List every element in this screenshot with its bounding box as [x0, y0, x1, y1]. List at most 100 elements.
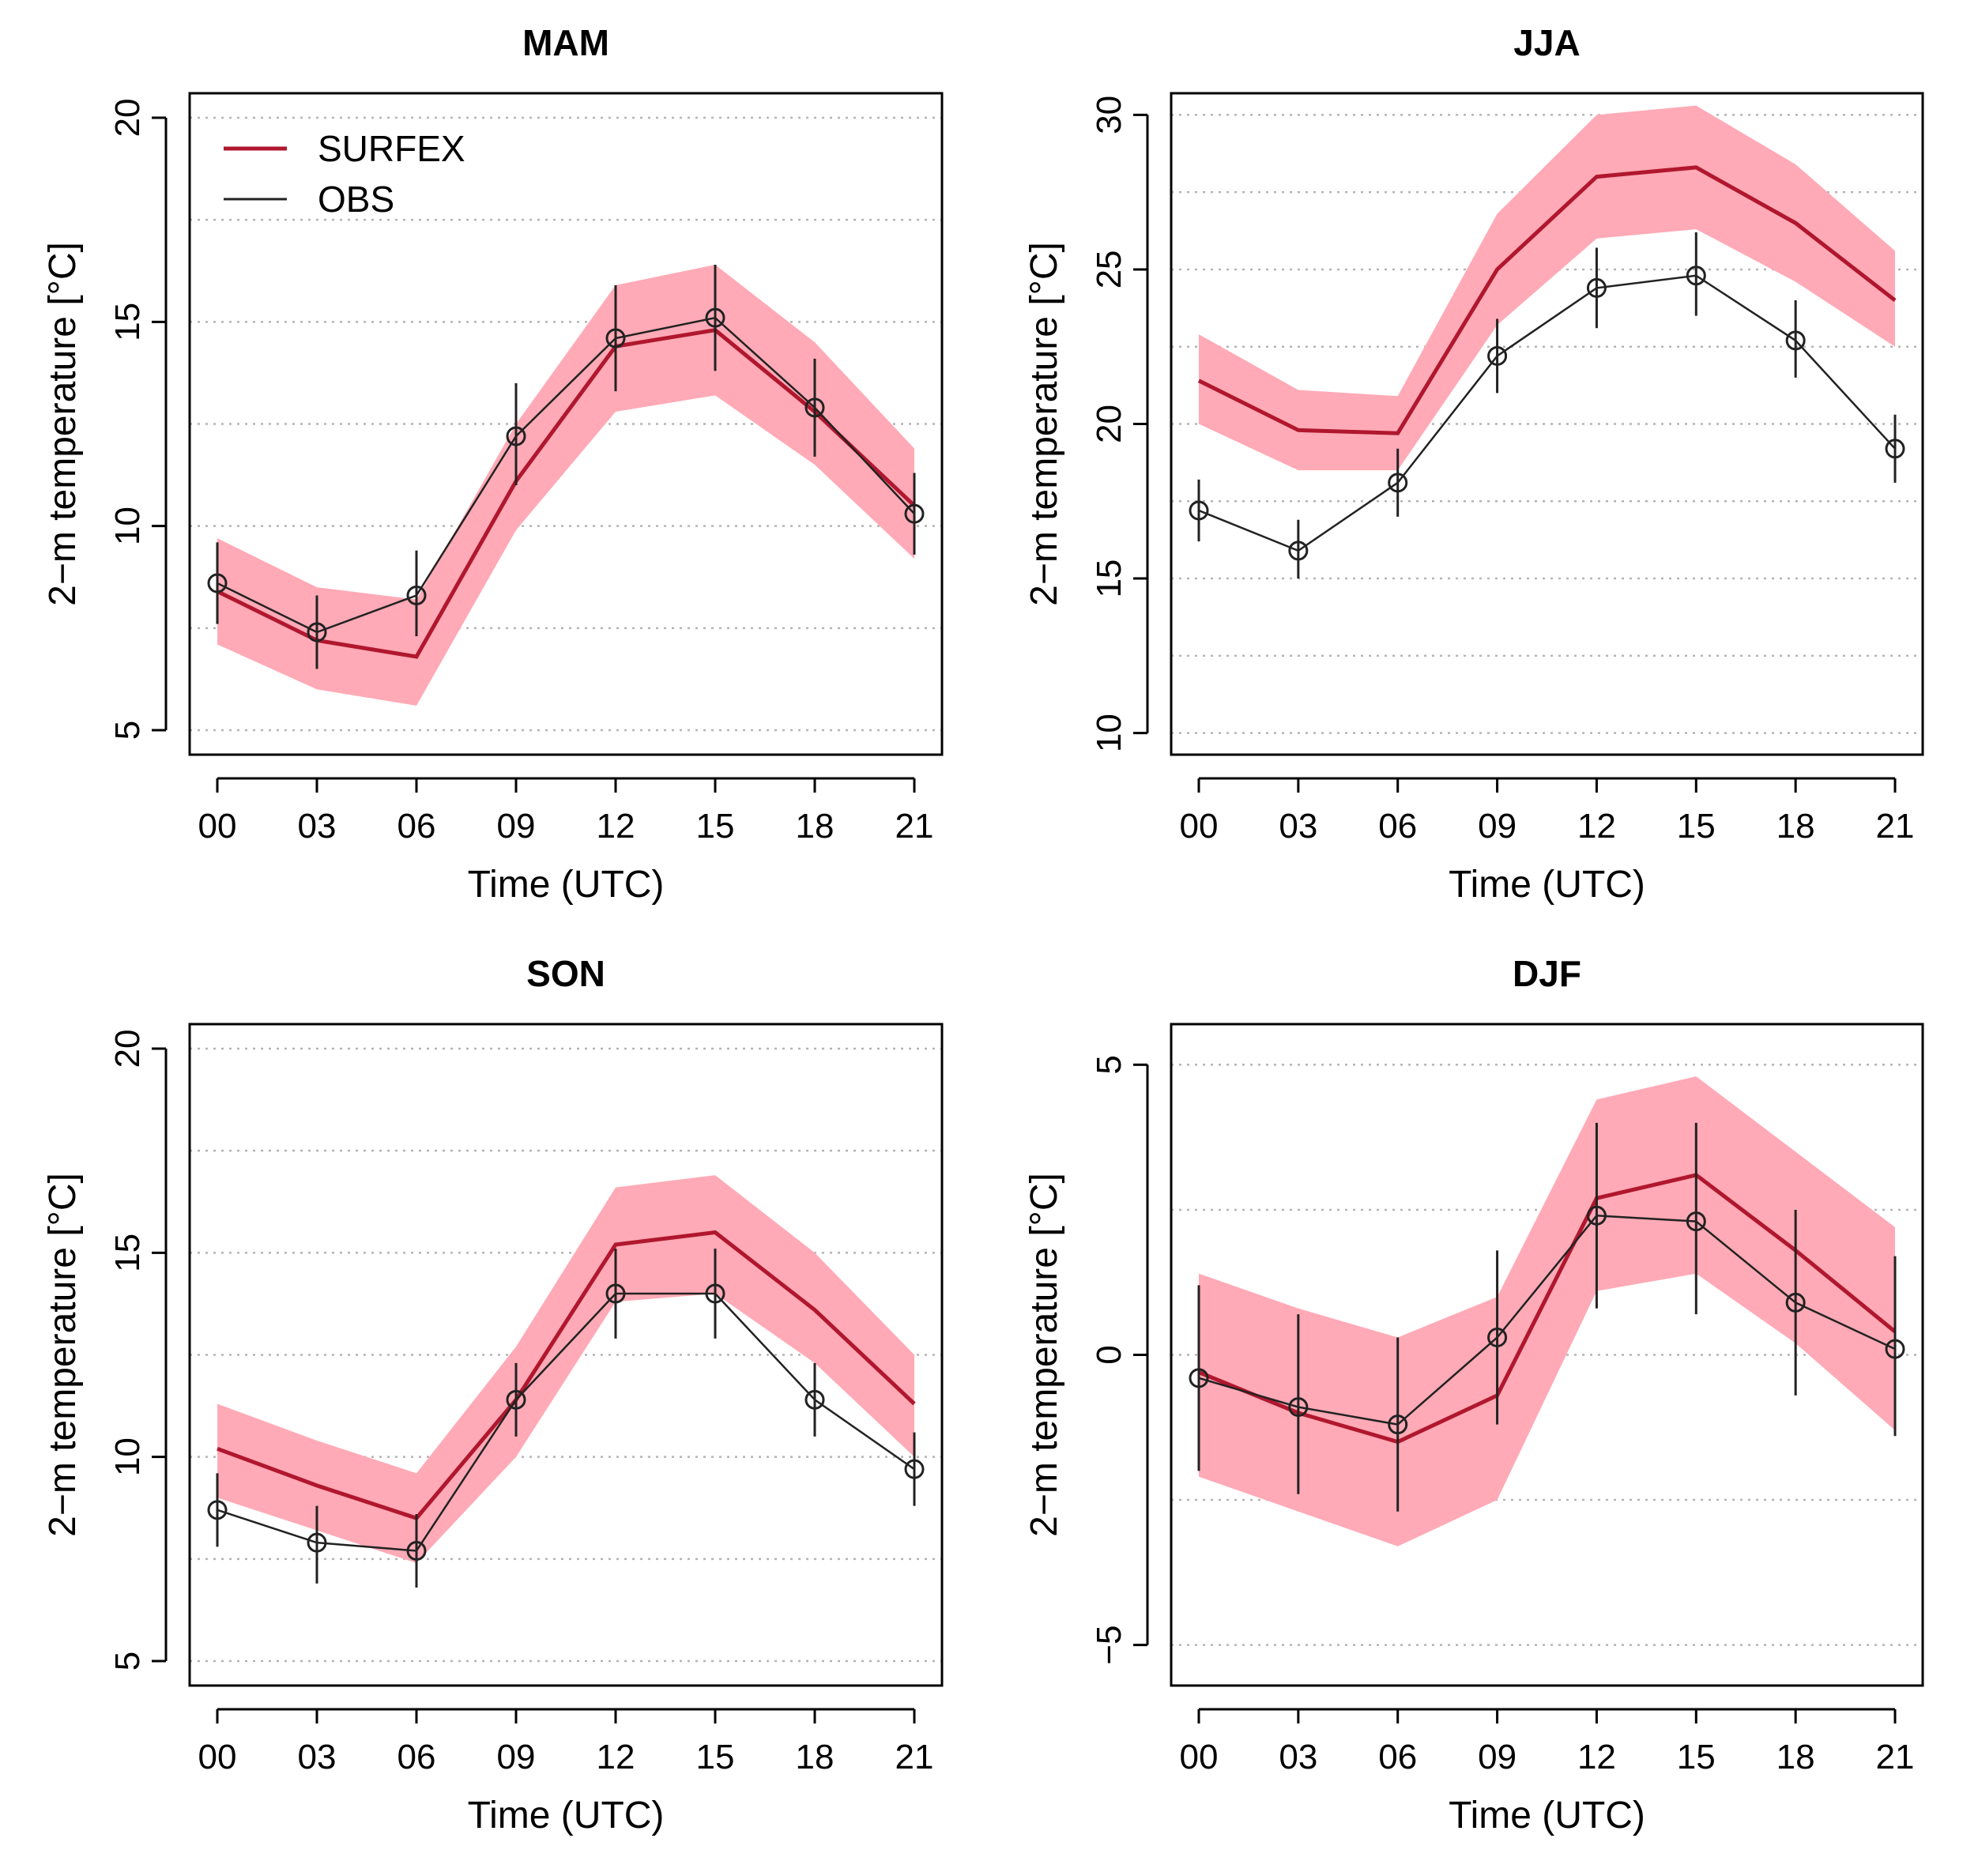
- obs-point: [207, 573, 228, 593]
- x-tick-label: 12: [597, 1738, 635, 1776]
- obs-line: [217, 1292, 915, 1552]
- obs-point: [1885, 1339, 1905, 1359]
- x-tick-label: 00: [198, 807, 237, 846]
- x-axis-label: Time (UTC): [468, 864, 665, 906]
- obs-line: [1198, 1215, 1896, 1426]
- plot-frame: [1170, 92, 1924, 756]
- obs-point: [406, 1541, 427, 1561]
- obs-point: [705, 307, 725, 328]
- obs-point: [1288, 1397, 1309, 1418]
- x-tick-label: 15: [1677, 1738, 1716, 1776]
- y-tick-label: 30: [1090, 96, 1128, 134]
- obs-point: [1189, 1368, 1209, 1388]
- x-tick-label: 09: [1478, 1738, 1517, 1776]
- y-tick-label: 10: [108, 1437, 147, 1476]
- obs-point: [1189, 500, 1209, 521]
- y-tick-label: 5: [108, 721, 147, 740]
- y-axis-label: 2−m temperature [°C]: [1023, 242, 1065, 606]
- y-tick-label: −5: [1090, 1625, 1128, 1665]
- x-tick-label: 03: [298, 807, 337, 846]
- y-axis-label: 2−m temperature [°C]: [1023, 1173, 1065, 1537]
- y-tick-label: 10: [108, 507, 147, 545]
- plot-frame: [188, 1023, 944, 1687]
- x-tick-label: 12: [1577, 807, 1616, 846]
- obs-point: [904, 503, 925, 524]
- obs-point: [307, 1532, 327, 1553]
- obs-point: [1686, 1211, 1706, 1232]
- y-axis-label: 2−m temperature [°C]: [42, 242, 84, 606]
- y-tick-label: 5: [108, 1652, 147, 1671]
- x-tick-label: 03: [1279, 1738, 1317, 1776]
- x-tick-label: 09: [497, 1738, 536, 1776]
- y-tick-label: 20: [108, 1030, 147, 1068]
- obs-point: [506, 1389, 526, 1410]
- y-tick-label: 15: [108, 1234, 147, 1272]
- surfex-band: [217, 1175, 914, 1563]
- y-axis-label: 2−m temperature [°C]: [42, 1173, 84, 1537]
- x-tick-label: 18: [1776, 807, 1815, 846]
- obs-point: [1785, 330, 1806, 351]
- surfex-band: [1199, 1076, 1895, 1546]
- x-axis-label: Time (UTC): [468, 1795, 665, 1836]
- obs-point: [804, 397, 825, 418]
- x-tick-label: 15: [696, 1738, 735, 1776]
- obs-point: [1487, 345, 1508, 366]
- obs-point: [1586, 277, 1607, 298]
- x-tick-label: 00: [1180, 807, 1219, 846]
- surfex-line: [216, 328, 916, 659]
- y-tick-label: 20: [108, 99, 147, 137]
- obs-point: [804, 1389, 825, 1410]
- x-tick-label: 03: [1279, 807, 1317, 846]
- x-tick-label: 18: [796, 1738, 835, 1776]
- obs-point: [1288, 541, 1309, 561]
- plot-frame: [1170, 1023, 1924, 1687]
- x-tick-label: 21: [1876, 1738, 1915, 1776]
- obs-point: [605, 328, 626, 348]
- obs-point: [1388, 1415, 1408, 1435]
- chart-title: SON: [526, 953, 605, 994]
- obs-point: [904, 1459, 925, 1479]
- obs-point: [207, 1500, 228, 1520]
- panel-mam: MAM 5 10 15 20 00 03 06 09 12 15 18 21 Time (UTC) 2−m …: [42, 22, 944, 906]
- x-tick-label: 00: [198, 1738, 237, 1776]
- plot-frame: [188, 92, 944, 756]
- surfex-line: [1197, 165, 1897, 435]
- x-tick-label: 00: [1180, 1738, 1219, 1776]
- legend-label-surfex: SURFEX: [318, 128, 465, 169]
- obs-line: [217, 316, 915, 634]
- obs-point: [1686, 266, 1706, 286]
- x-tick-label: 12: [597, 807, 635, 846]
- chart-title: JJA: [1513, 22, 1580, 63]
- x-tick-label: 06: [397, 1738, 436, 1776]
- obs-point: [605, 1283, 626, 1304]
- x-tick-label: 15: [696, 807, 735, 846]
- y-tick-label: 15: [108, 303, 147, 341]
- obs-point: [1586, 1205, 1607, 1226]
- x-tick-label: 21: [895, 807, 934, 846]
- surfex-band: [1199, 105, 1895, 471]
- obs-point: [406, 586, 427, 605]
- surfex-band: [217, 265, 914, 706]
- x-tick-label: 06: [1378, 1738, 1417, 1776]
- x-tick-label: 15: [1677, 807, 1716, 846]
- y-tick-label: 5: [1090, 1055, 1128, 1074]
- chart-title: MAM: [522, 22, 609, 63]
- x-axis-label: Time (UTC): [1449, 1795, 1645, 1836]
- panel-son: SON 5 10 15 20 00 03 06 09 12 15 18 21 Time (UTC) 2−m …: [42, 953, 944, 1836]
- y-tick-label: 25: [1090, 250, 1128, 288]
- x-tick-label: 18: [1776, 1738, 1815, 1776]
- obs-point: [506, 426, 526, 446]
- x-tick-label: 21: [1876, 807, 1915, 846]
- surfex-line: [1198, 1173, 1897, 1445]
- chart-title: DJF: [1513, 953, 1581, 994]
- obs-point: [307, 622, 327, 642]
- obs-point: [705, 1283, 725, 1304]
- y-tick-label: 0: [1090, 1345, 1128, 1364]
- panel-djf: DJF −5 0 5 00 03 06 09 12 15 18 21 Time (UTC) 2−m tem…: [1023, 953, 1924, 1836]
- legend-label-obs: OBS: [318, 179, 394, 220]
- x-tick-label: 06: [397, 807, 436, 846]
- x-tick-label: 18: [796, 807, 835, 846]
- legend: SURFEX OBS: [224, 128, 465, 220]
- surfex-line: [217, 1230, 916, 1521]
